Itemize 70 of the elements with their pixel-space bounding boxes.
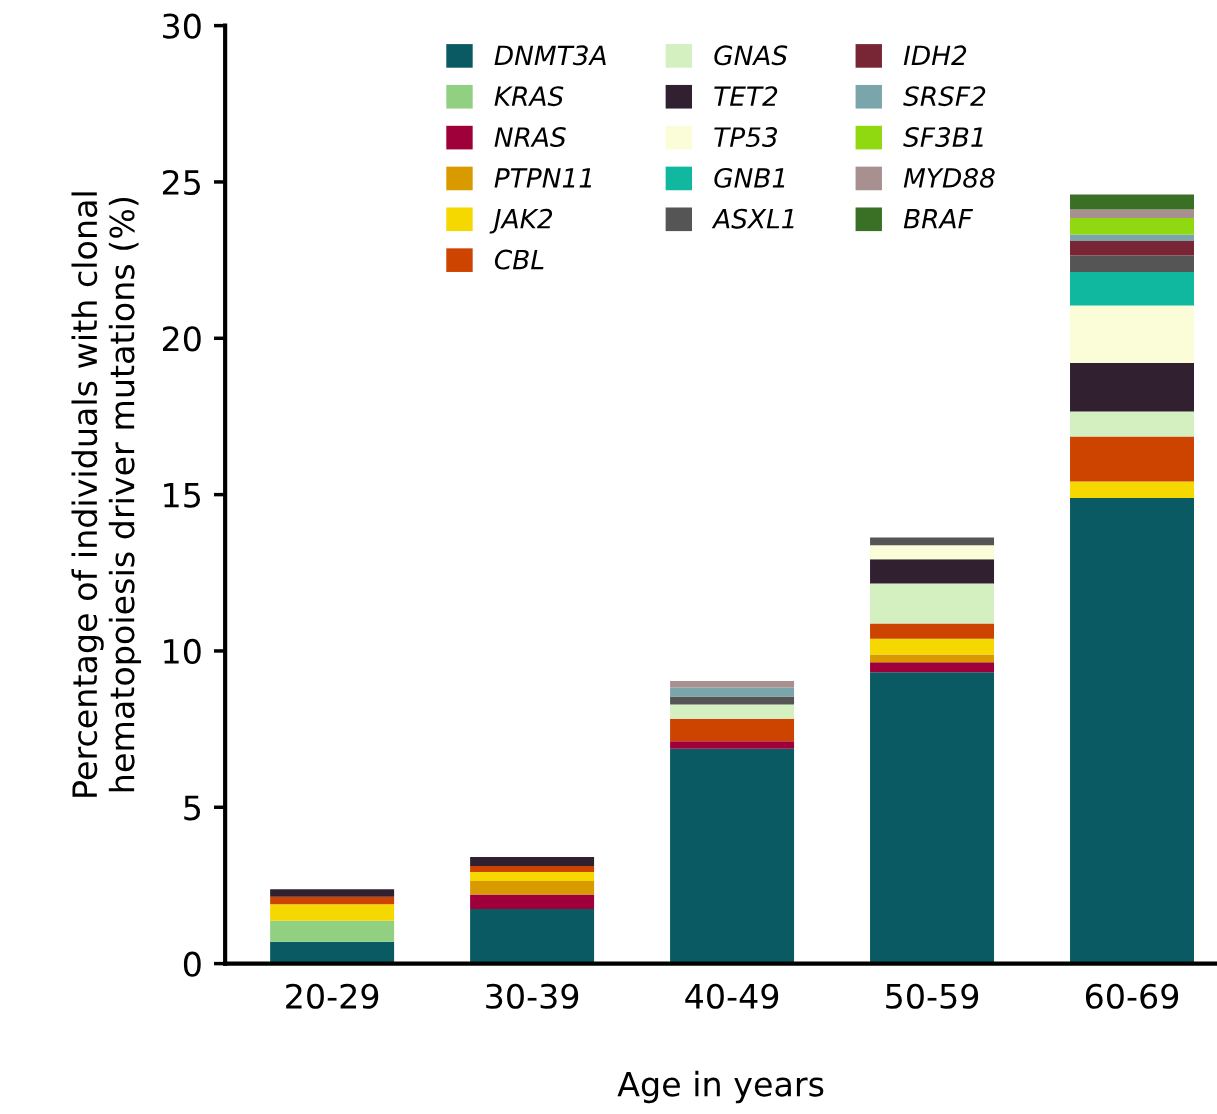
legend-label: TP53 (714, 127, 778, 148)
legend-label: PTPN11 (494, 168, 592, 188)
bar (870, 537, 995, 546)
y-tick-label: 15 (164, 482, 201, 508)
bar (870, 583, 995, 624)
bar (1070, 194, 1194, 210)
x-tick-label: 20-29 (286, 983, 379, 1009)
legend-label: SF3B1 (903, 127, 983, 148)
bar (670, 748, 795, 964)
bar (1070, 241, 1194, 256)
x-tick-label: 50-59 (886, 983, 979, 1009)
y-tick-label: 30 (163, 13, 201, 39)
legend-label: TET2 (714, 86, 778, 106)
bar (470, 881, 595, 895)
legend-label: CBL (494, 249, 544, 270)
legend-label: SRSF2 (903, 86, 986, 107)
bar (670, 696, 795, 705)
bar (470, 856, 595, 867)
legend-label: ASXL1 (711, 208, 794, 229)
bar (470, 872, 595, 882)
bar (870, 545, 995, 560)
bar (1070, 209, 1194, 218)
bar (1070, 498, 1194, 964)
bar (1070, 217, 1194, 235)
legend-label: IDH2 (903, 45, 967, 65)
legend-label: GNAS (714, 45, 788, 66)
legend-label: DNMT3A (494, 45, 606, 66)
bar (1070, 481, 1194, 499)
legend-label: GNB1 (714, 167, 785, 188)
y-tick-label: 5 (184, 795, 201, 821)
bar (470, 908, 595, 964)
bar (870, 654, 995, 663)
y-tick-label: 25 (162, 169, 201, 196)
bar (470, 866, 595, 872)
x-tick-label: 40-49 (685, 983, 779, 1009)
legend-label: JAK2 (489, 208, 553, 234)
bar (670, 718, 795, 742)
y-tick-label: 20 (162, 326, 201, 352)
bar (1070, 255, 1194, 272)
bar (470, 894, 595, 909)
bar (870, 559, 995, 584)
bar (1070, 305, 1194, 363)
legend-label: NRAS (494, 127, 566, 148)
x-tick-label: 60-69 (1085, 983, 1179, 1009)
bar (670, 741, 795, 749)
bar (870, 662, 995, 673)
x-axis-title: Age in years (617, 1070, 824, 1104)
bar (270, 889, 395, 897)
bar (870, 623, 995, 639)
bar (270, 920, 395, 942)
y-tick-label: 10 (164, 638, 201, 665)
bar (270, 941, 395, 964)
bar (1070, 234, 1194, 242)
bar (670, 704, 795, 719)
legend-label: BRAF (903, 209, 974, 229)
bar (270, 904, 395, 921)
bar (1070, 272, 1194, 306)
y-axis-title: Percentage of individuals with clonal hematopoiesis driver mutations (%) (71, 192, 142, 797)
legend-label: MYD88 (903, 167, 995, 188)
bar (870, 672, 995, 964)
bar (670, 680, 795, 688)
bar (270, 896, 395, 905)
bar (670, 687, 795, 697)
bar (870, 638, 995, 655)
x-tick-label: 30-39 (486, 983, 579, 1009)
y-tick-label: 0 (183, 951, 201, 977)
bar (1070, 436, 1194, 482)
bar (1070, 362, 1194, 412)
legend-label: KRAS (494, 86, 564, 107)
bar (1070, 411, 1194, 437)
